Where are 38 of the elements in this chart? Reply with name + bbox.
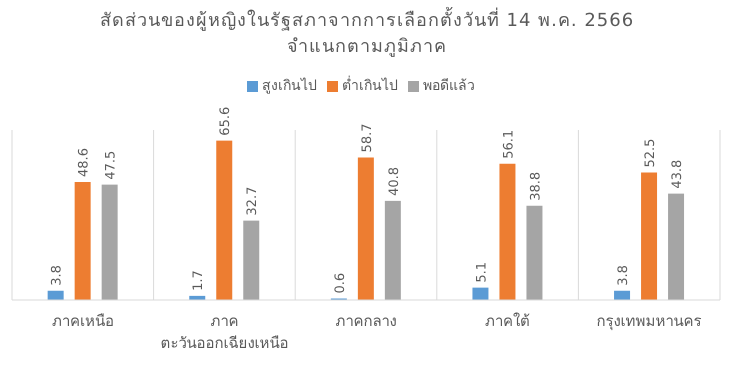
bar [384, 200, 401, 300]
data-label: 65.6 [218, 106, 234, 136]
x-tick-label: ภาคใต้ [485, 312, 530, 330]
bar [526, 206, 542, 300]
data-label: 1.7 [191, 270, 206, 291]
data-label: 40.8 [386, 166, 402, 196]
bar [614, 290, 630, 300]
x-tick-label: ภาค ตะวันออกเฉียงเหนือ [160, 312, 288, 352]
legend-label: ต่ำเกินไป [342, 78, 398, 94]
x-tick-label: ภาคกลาง [336, 312, 396, 330]
data-label: 47.5 [104, 150, 119, 180]
chart-subtitle: จำแนกตามภูมิภาค [286, 35, 448, 59]
bar [358, 157, 374, 300]
data-label: 5.1 [474, 262, 490, 283]
data-label: 48.6 [76, 148, 92, 177]
data-label: 0.6 [332, 272, 348, 294]
data-label: 38.8 [528, 172, 544, 201]
data-label: 58.7 [360, 123, 375, 152]
bar [641, 172, 658, 300]
data-label: 3.8 [616, 265, 632, 286]
bar [668, 194, 684, 300]
bar [216, 140, 232, 300]
legend-label: พอดีแล้ว [423, 78, 475, 94]
x-tick-label: กรุงเทพมหานคร [596, 312, 702, 331]
legend-label: สูงเกินไป [262, 78, 317, 94]
bar [472, 288, 488, 300]
data-label: 56.1 [501, 130, 516, 159]
bar [243, 220, 260, 300]
data-label: 3.8 [50, 265, 65, 286]
bar [74, 182, 91, 300]
bar [499, 164, 516, 300]
data-label: 52.5 [643, 138, 658, 168]
data-label: 43.8 [670, 160, 686, 189]
x-tick-label: ภาคเหนือ [52, 312, 114, 330]
data-label: 32.7 [245, 186, 260, 216]
bar [48, 290, 64, 300]
chart-title: สัดส่วนของผู้หญิงในรัฐสภาจากการเลือกตั้งวันที่ 14 พ.ค. 2566 [98, 8, 636, 33]
bar [102, 184, 118, 300]
